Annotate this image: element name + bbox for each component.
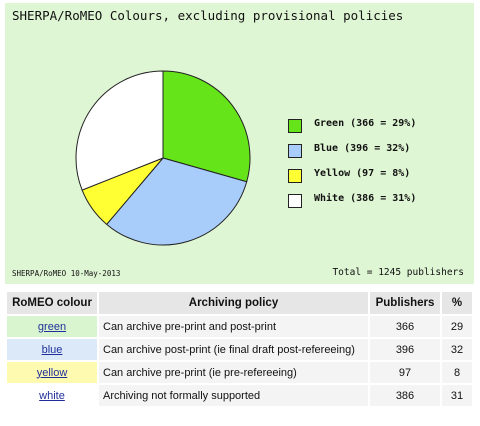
pie-slice-white	[75, 70, 164, 191]
legend-swatch-green	[288, 119, 302, 133]
publishers-cell: 396	[370, 339, 440, 360]
pie-slice-blue	[105, 157, 248, 246]
colour-cell-green: green	[7, 316, 97, 337]
pie-chart	[75, 70, 251, 246]
table-header-row: RoMEO colour Archiving policy Publishers…	[7, 292, 472, 314]
colour-cell-blue: blue	[7, 339, 97, 360]
publishers-cell: 386	[370, 385, 440, 406]
colour-link-blue[interactable]: blue	[41, 343, 63, 356]
percent-cell: 31	[442, 385, 472, 406]
chart-source-date: SHERPA/RoMEO 10-May-2013	[12, 269, 121, 278]
publishers-cell: 97	[370, 362, 440, 383]
legend-swatch-yellow	[288, 169, 302, 183]
colour-cell-white: white	[7, 385, 97, 406]
header-colour: RoMEO colour	[7, 292, 97, 314]
legend-label-white: White (386 = 31%)	[314, 193, 417, 204]
table-row: blue Can archive post-print (ie final dr…	[7, 339, 472, 360]
chart-total: Total = 1245 publishers	[332, 267, 464, 278]
colour-link-white[interactable]: white	[39, 389, 65, 402]
policy-cell: Can archive pre-print (ie pre-refereeing…	[99, 362, 368, 383]
colour-link-yellow[interactable]: yellow	[36, 366, 68, 379]
colour-link-green[interactable]: green	[37, 320, 67, 333]
policy-cell: Archiving not formally supported	[99, 385, 368, 406]
chart-title: SHERPA/RoMEO Colours, excluding provisio…	[12, 8, 404, 23]
table-row: yellow Can archive pre-print (ie pre-ref…	[7, 362, 472, 383]
publishers-cell: 366	[370, 316, 440, 337]
chart-panel: SHERPA/RoMEO Colours, excluding provisio…	[5, 3, 474, 284]
table-row: green Can archive pre-print and post-pri…	[7, 316, 472, 337]
table-row: white Archiving not formally supported 3…	[7, 385, 472, 406]
percent-cell: 8	[442, 362, 472, 383]
header-publishers: Publishers	[370, 292, 440, 314]
policy-cell: Can archive post-print (ie final draft p…	[99, 339, 368, 360]
legend-label-blue: Blue (396 = 32%)	[314, 143, 411, 154]
policy-table: RoMEO colour Archiving policy Publishers…	[5, 290, 474, 408]
pie-slice-green	[162, 70, 251, 183]
colour-cell-yellow: yellow	[7, 362, 97, 383]
percent-cell: 29	[442, 316, 472, 337]
legend-swatch-white	[288, 194, 302, 208]
legend-label-green: Green (366 = 29%)	[314, 118, 417, 129]
percent-cell: 32	[442, 339, 472, 360]
header-policy: Archiving policy	[99, 292, 368, 314]
legend-swatch-blue	[288, 144, 302, 158]
legend-label-yellow: Yellow (97 = 8%)	[314, 168, 411, 179]
header-percent: %	[442, 292, 472, 314]
policy-cell: Can archive pre-print and post-print	[99, 316, 368, 337]
